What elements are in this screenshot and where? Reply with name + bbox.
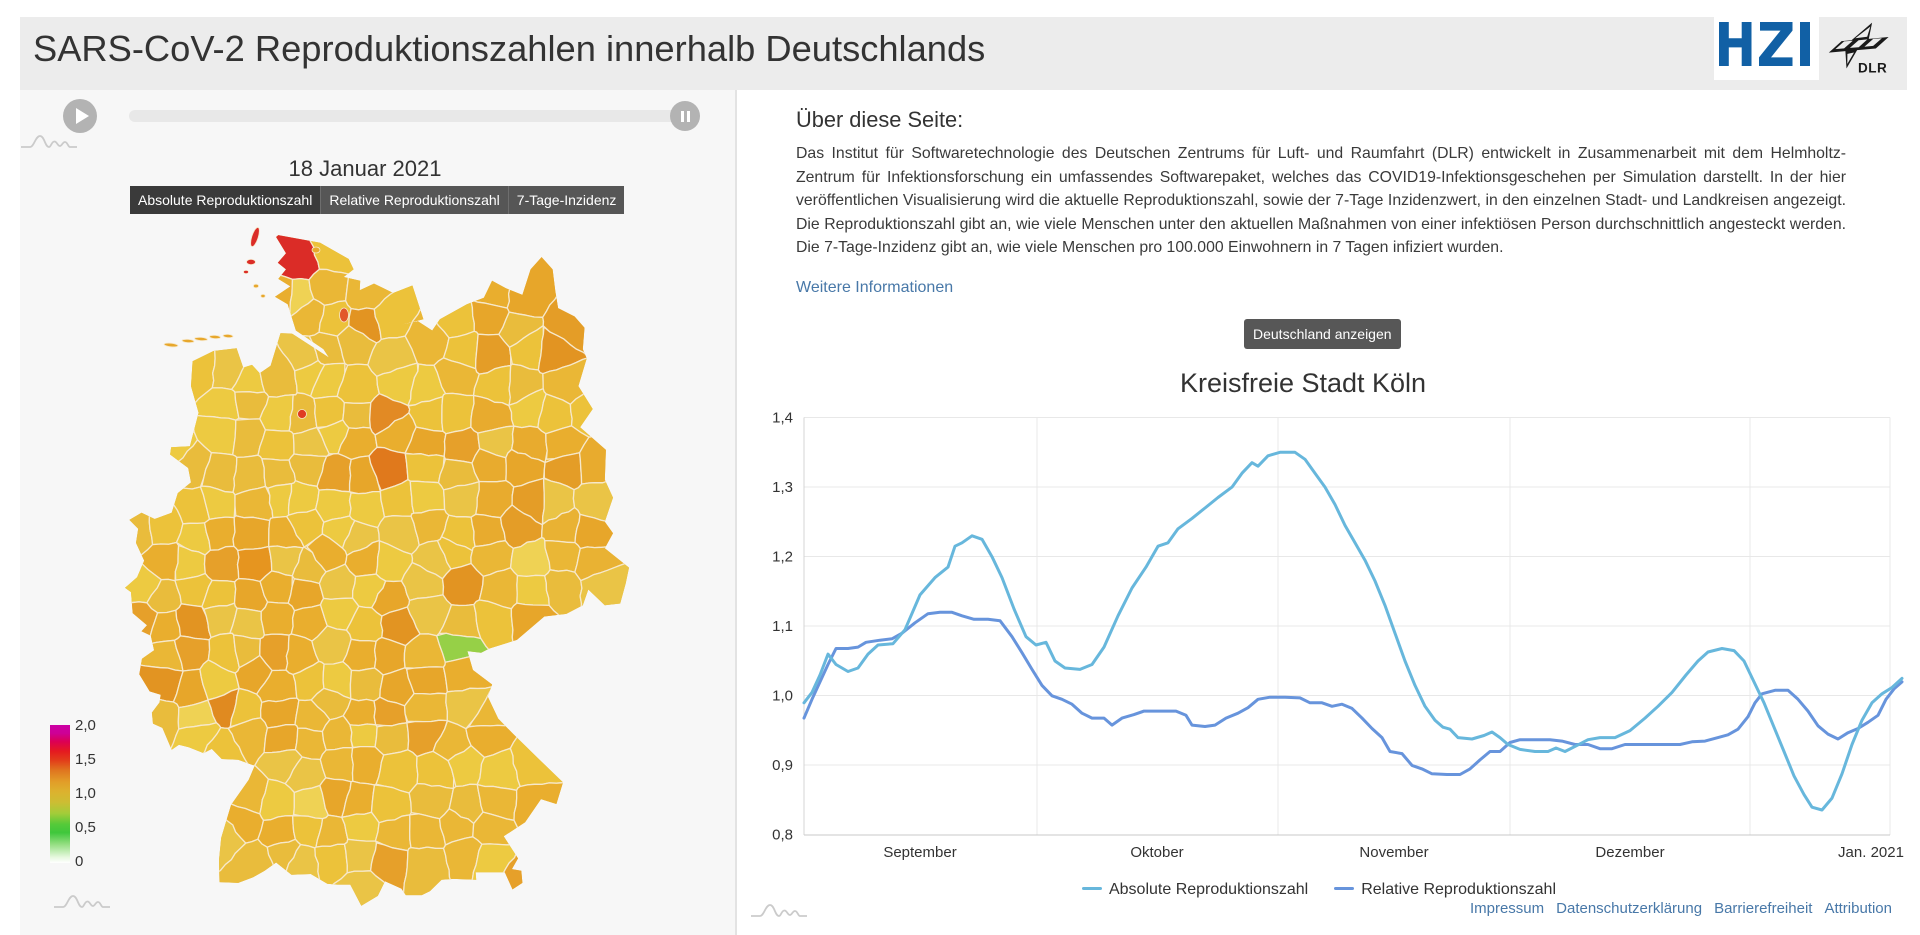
svg-text:1,4: 1,4: [772, 410, 793, 427]
svg-text:November: November: [1359, 844, 1428, 861]
svg-text:Jan. 2021: Jan. 2021: [1838, 844, 1904, 861]
svg-text:September: September: [883, 844, 956, 861]
svg-text:Dezember: Dezember: [1595, 844, 1664, 861]
svg-text:1,2: 1,2: [772, 549, 793, 566]
svg-text:1,1: 1,1: [772, 618, 793, 635]
svg-text:Oktober: Oktober: [1130, 844, 1183, 861]
svg-text:0,9: 0,9: [772, 757, 793, 774]
svg-text:1,3: 1,3: [772, 479, 793, 496]
svg-text:DLR: DLR: [1858, 61, 1887, 76]
svg-text:1,0: 1,0: [772, 688, 793, 705]
svg-text:0,8: 0,8: [772, 827, 793, 844]
